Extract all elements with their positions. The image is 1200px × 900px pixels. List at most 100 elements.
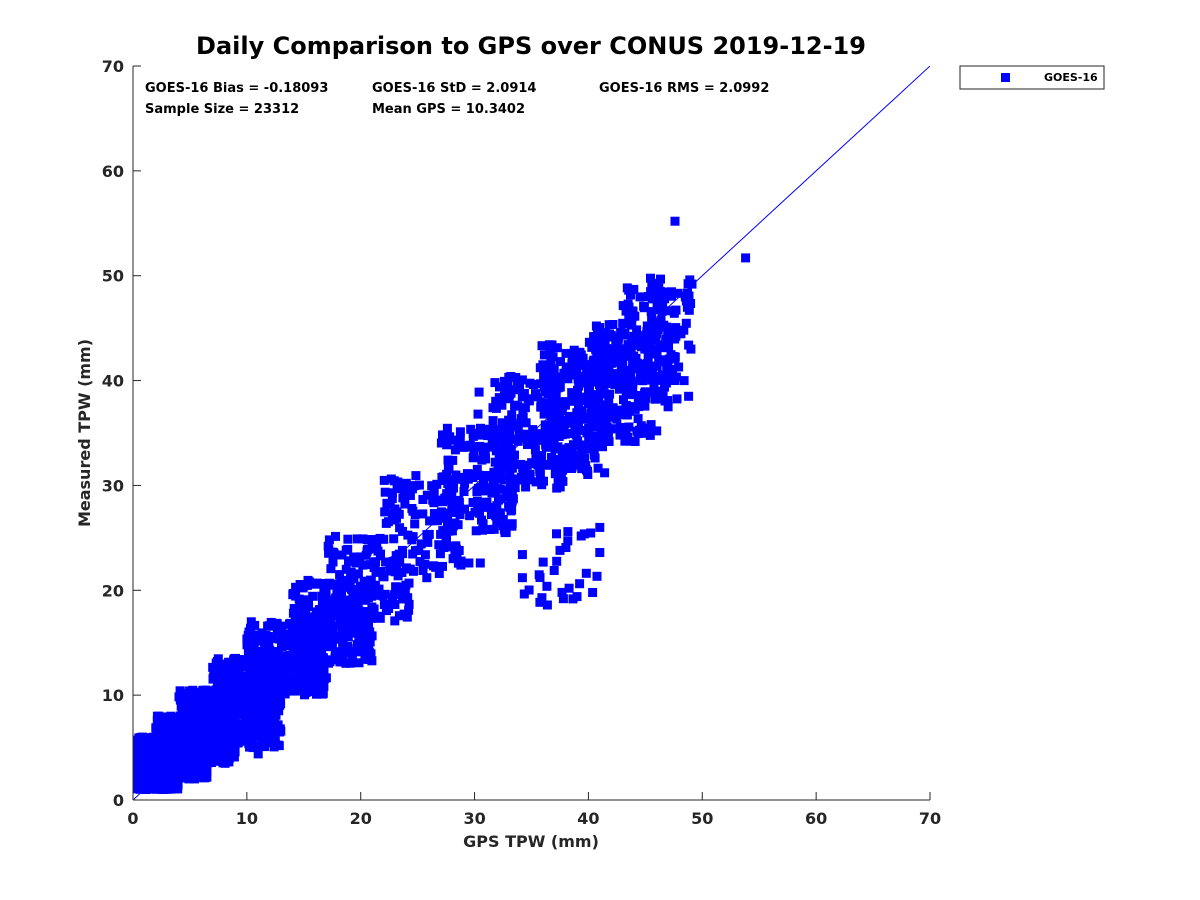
- data-point: [573, 374, 583, 384]
- data-point: [279, 686, 289, 696]
- data-point: [251, 636, 261, 646]
- data-point: [338, 582, 348, 592]
- data-point: [400, 499, 410, 509]
- data-point: [552, 424, 562, 434]
- data-point: [409, 566, 418, 576]
- data-point: [276, 699, 286, 709]
- data-point: [325, 657, 335, 667]
- data-point: [624, 422, 634, 432]
- data-point: [288, 589, 298, 598]
- data-point: [303, 687, 313, 697]
- data-point: [441, 513, 451, 523]
- data-point: [325, 636, 335, 646]
- data-point: [640, 391, 650, 401]
- data-point: [478, 446, 488, 456]
- data-point: [310, 579, 320, 589]
- data-point: [160, 772, 170, 782]
- data-point: [252, 700, 262, 710]
- data-point: [517, 550, 527, 560]
- data-point: [225, 696, 235, 706]
- data-point: [154, 758, 164, 768]
- y-tick-label: 20: [102, 581, 124, 600]
- data-point: [574, 360, 584, 370]
- data-point: [684, 291, 694, 301]
- x-tick-label: 20: [350, 809, 372, 828]
- data-point: [330, 634, 340, 644]
- data-point: [368, 535, 378, 544]
- data-point: [568, 353, 577, 363]
- data-point: [347, 654, 357, 664]
- data-point: [741, 253, 751, 263]
- data-point: [415, 557, 425, 566]
- data-point: [452, 553, 462, 563]
- data-point: [174, 721, 184, 730]
- data-point: [537, 480, 547, 490]
- data-point: [648, 361, 658, 371]
- data-point: [636, 421, 646, 431]
- data-point: [304, 598, 313, 608]
- data-point: [352, 534, 362, 544]
- data-point: [381, 518, 391, 528]
- data-point: [504, 415, 514, 425]
- data-point: [595, 548, 605, 557]
- data-point: [206, 741, 216, 751]
- data-point: [494, 393, 504, 403]
- data-point: [420, 550, 430, 560]
- data-point: [591, 377, 600, 387]
- data-point: [584, 423, 594, 433]
- data-point: [283, 641, 293, 651]
- data-point: [556, 357, 565, 367]
- data-point: [218, 741, 228, 751]
- data-point: [307, 612, 317, 622]
- data-point: [271, 618, 281, 628]
- data-point: [451, 541, 461, 551]
- data-point: [572, 369, 582, 378]
- data-point: [552, 556, 562, 566]
- data-point: [481, 454, 490, 464]
- data-point: [687, 279, 697, 289]
- data-point: [296, 623, 306, 633]
- data-point: [558, 422, 568, 432]
- data-point: [660, 382, 669, 392]
- data-point: [276, 657, 286, 667]
- data-point: [289, 632, 299, 642]
- data-point: [686, 344, 696, 354]
- data-point: [645, 324, 654, 334]
- data-point: [145, 754, 155, 764]
- data-point: [407, 504, 417, 513]
- data-point: [571, 348, 581, 358]
- data-point: [581, 465, 591, 475]
- data-point: [477, 497, 487, 507]
- data-point: [658, 289, 668, 299]
- data-point: [671, 305, 681, 315]
- data-point: [262, 704, 272, 714]
- stat-bias: GOES-16 Bias = -0.18093: [145, 81, 328, 96]
- data-point: [341, 658, 351, 668]
- data-point: [635, 292, 645, 302]
- data-point: [566, 366, 576, 376]
- data-point: [375, 611, 385, 621]
- data-point: [133, 754, 140, 764]
- data-point: [529, 437, 539, 446]
- data-point: [314, 657, 324, 667]
- data-point: [608, 424, 618, 434]
- data-point: [523, 394, 533, 404]
- data-point: [604, 394, 614, 404]
- data-point: [556, 471, 566, 481]
- data-point: [443, 475, 452, 485]
- data-point: [547, 340, 557, 350]
- data-point: [392, 513, 401, 523]
- data-point: [219, 755, 229, 765]
- data-point: [547, 418, 557, 428]
- data-point: [548, 397, 557, 407]
- data-point: [576, 350, 586, 360]
- data-point: [459, 442, 469, 452]
- data-point: [140, 771, 150, 781]
- data-point: [179, 729, 189, 739]
- data-point: [561, 543, 571, 552]
- data-point: [398, 549, 408, 559]
- data-point: [447, 487, 457, 497]
- data-point: [330, 652, 340, 662]
- data-point: [647, 375, 657, 385]
- data-point: [200, 693, 210, 703]
